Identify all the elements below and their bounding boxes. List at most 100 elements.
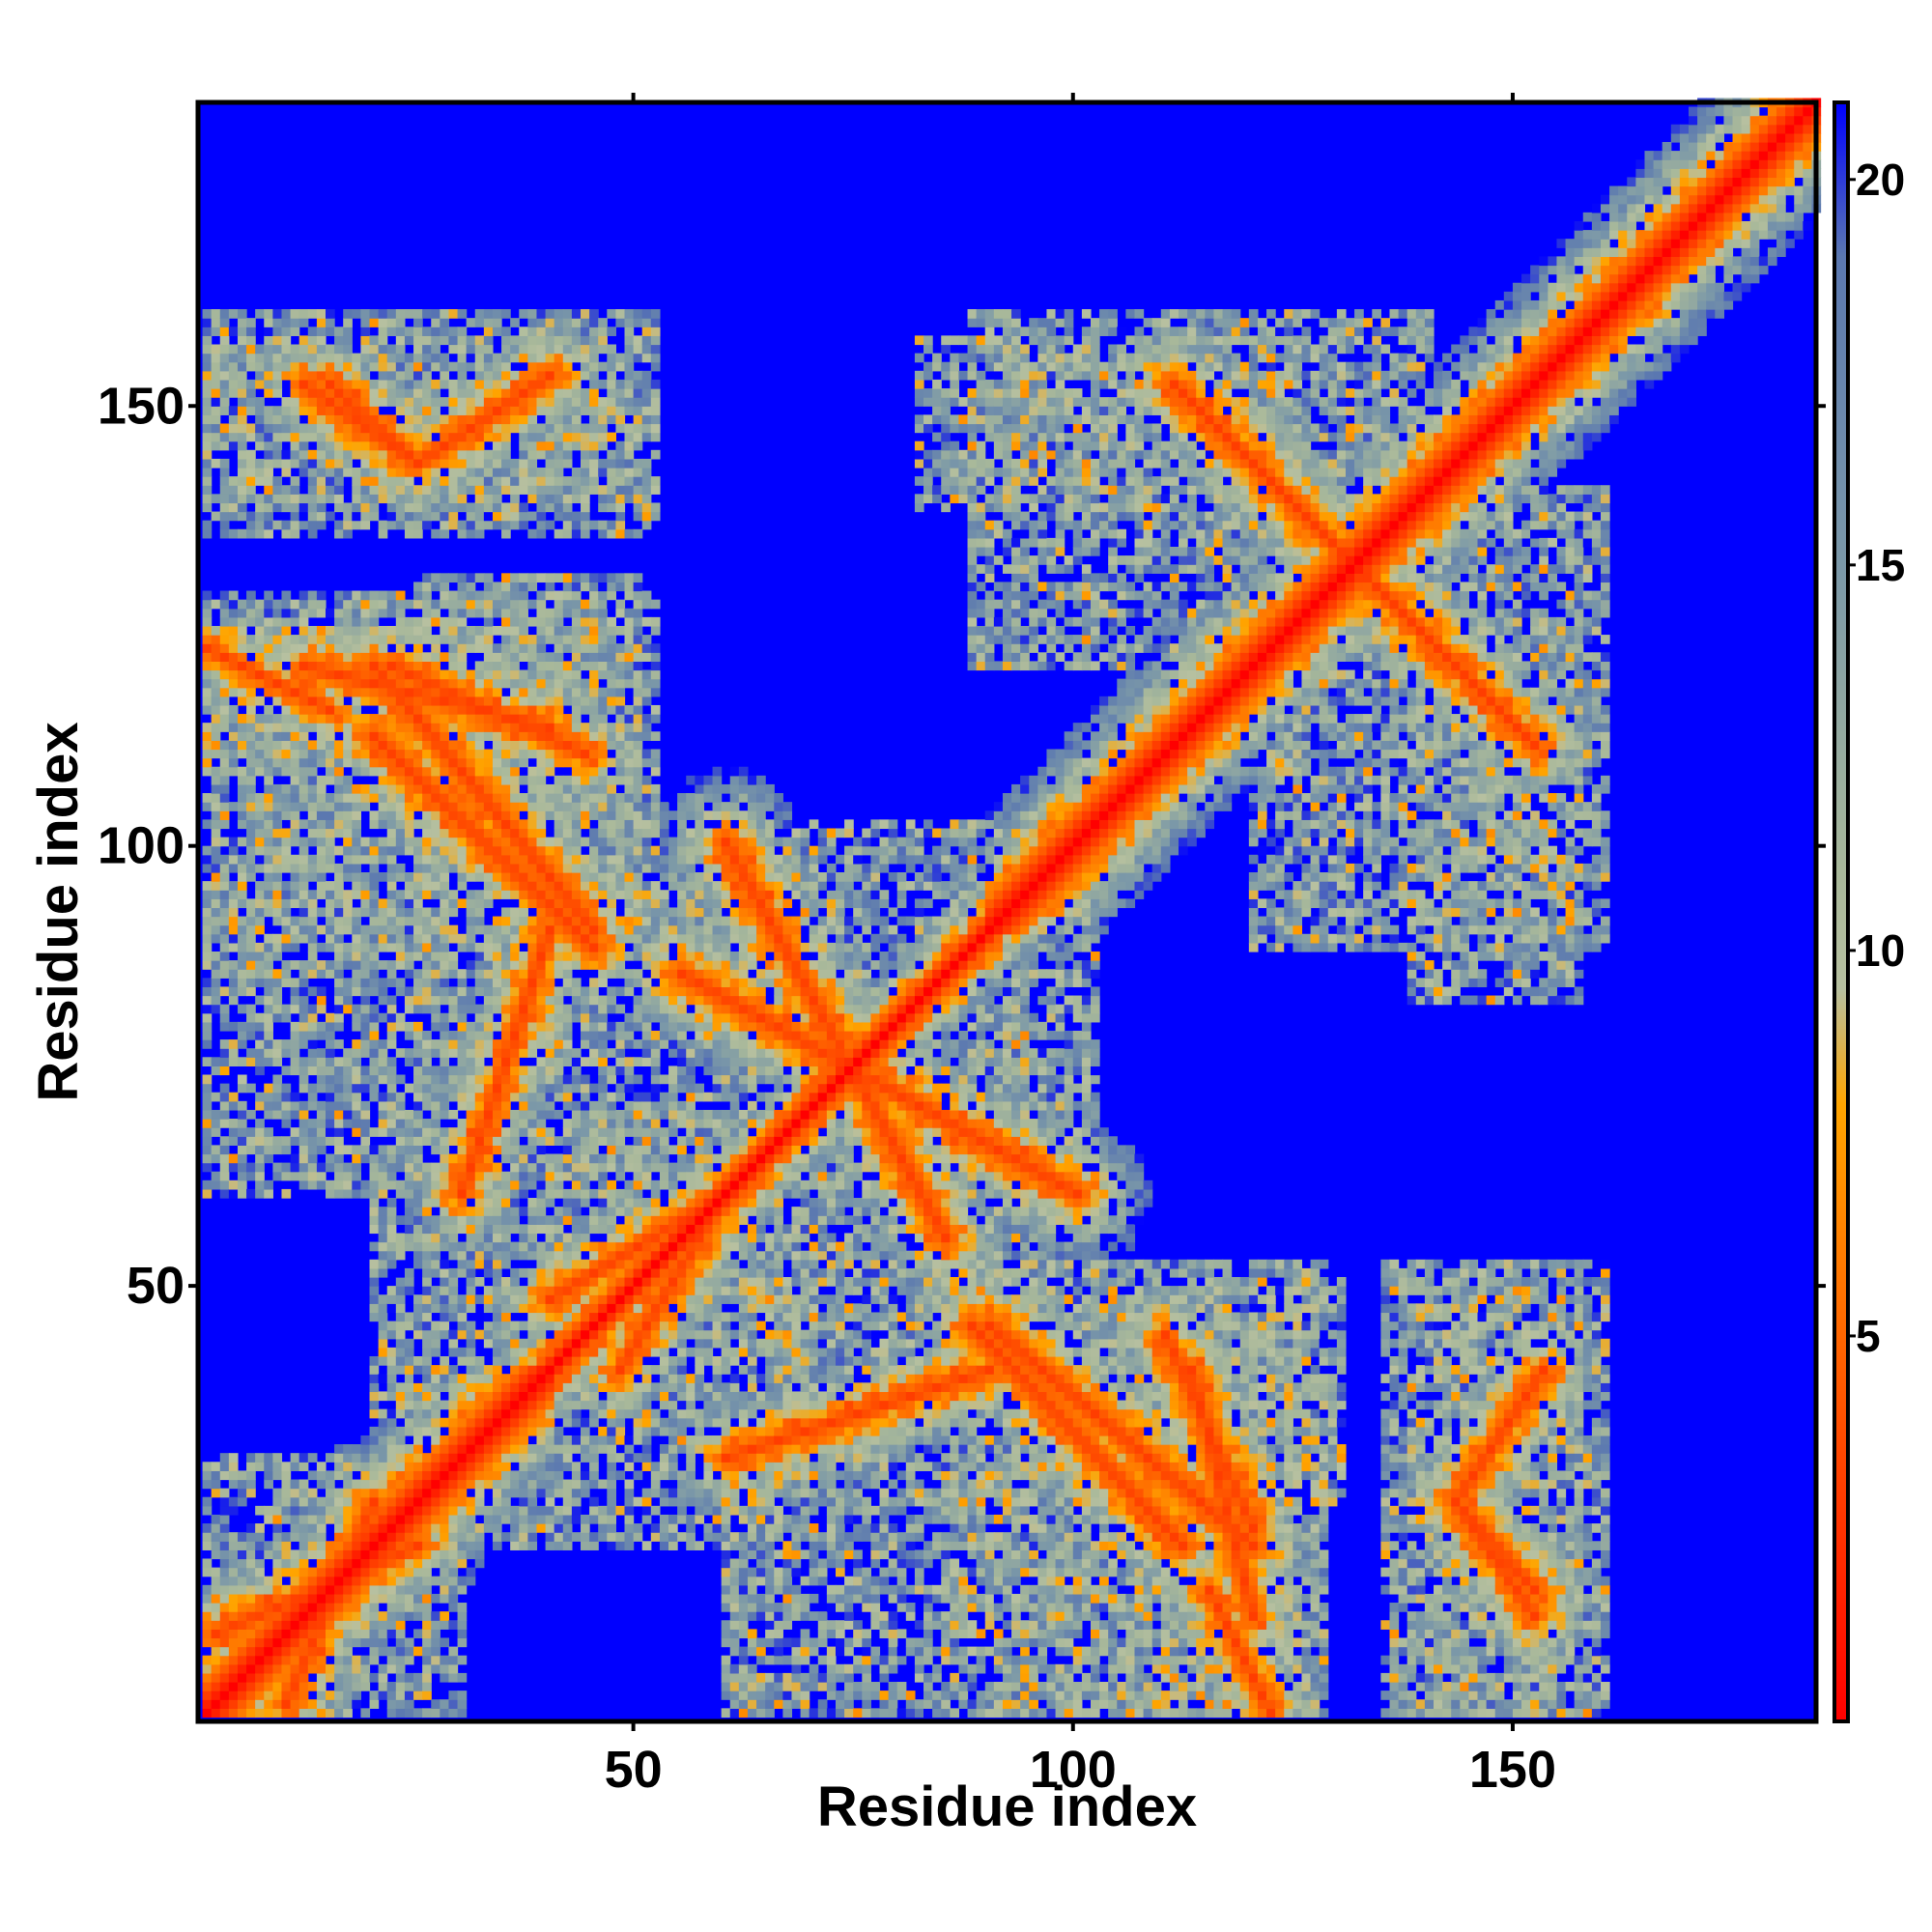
heatmap-cell	[545, 1391, 555, 1402]
heatmap-cell	[527, 863, 538, 873]
heatmap-cell	[307, 810, 318, 820]
heatmap-cell	[326, 1021, 335, 1032]
heatmap-cell	[519, 749, 528, 759]
heatmap-cell	[369, 1286, 380, 1295]
heatmap-cell	[431, 704, 440, 715]
heatmap-cell	[519, 757, 528, 768]
heatmap-cell	[386, 1207, 397, 1216]
heatmap-cell	[527, 379, 538, 389]
heatmap-cell	[326, 344, 335, 355]
heatmap-cell	[448, 1593, 459, 1604]
heatmap-cell	[422, 1470, 432, 1481]
heatmap-cell	[457, 361, 468, 372]
heatmap-cell	[422, 344, 432, 355]
heatmap-cell	[466, 449, 476, 460]
heatmap-cell	[431, 440, 440, 451]
heatmap-cell	[202, 1057, 213, 1066]
heatmap-cell	[378, 1162, 388, 1173]
heatmap-cell	[413, 397, 423, 407]
heatmap-cell	[378, 643, 388, 653]
heatmap-cell	[316, 1127, 327, 1137]
heatmap-cell	[527, 951, 538, 961]
heatmap-cell	[510, 370, 520, 381]
heatmap-cell	[386, 933, 397, 944]
heatmap-cell	[255, 837, 265, 847]
heatmap-cell	[360, 1488, 371, 1498]
heatmap-cell	[378, 440, 388, 451]
heatmap-cell	[483, 978, 494, 988]
heatmap-cell	[237, 485, 247, 495]
heatmap-cell	[316, 511, 327, 522]
heatmap-cell	[246, 924, 256, 935]
heatmap-cell	[501, 599, 511, 610]
heatmap-cell	[492, 854, 502, 865]
heatmap-cell	[298, 783, 309, 794]
heatmap-cell	[237, 766, 247, 777]
heatmap-cell	[202, 863, 213, 873]
heatmap-cell	[527, 749, 538, 759]
heatmap-cell	[536, 740, 547, 751]
heatmap-cell	[219, 1488, 230, 1498]
heatmap-cell	[457, 1198, 468, 1208]
heatmap-cell	[466, 468, 476, 477]
heatmap-cell	[413, 1408, 423, 1419]
heatmap-cell	[440, 669, 450, 680]
heatmap-cell	[255, 969, 265, 979]
heatmap-cell	[360, 714, 371, 724]
heatmap-cell	[413, 1593, 423, 1604]
heatmap-cell	[352, 1162, 362, 1173]
heatmap-cell	[527, 370, 538, 381]
heatmap-cell	[474, 661, 485, 671]
heatmap-cell	[326, 449, 335, 460]
heatmap-cell	[562, 723, 573, 732]
heatmap-cell	[422, 1171, 432, 1181]
heatmap-cell	[545, 440, 555, 451]
heatmap-cell	[316, 458, 327, 469]
heatmap-cell	[422, 933, 432, 944]
heatmap-cell	[440, 1233, 450, 1243]
heatmap-cell	[474, 1215, 485, 1225]
heatmap-cell	[307, 1567, 318, 1577]
heatmap-cell	[352, 687, 362, 697]
heatmap-cell	[255, 766, 265, 777]
heatmap-cell	[298, 1611, 309, 1621]
heatmap-cell	[386, 590, 397, 601]
heatmap-cell	[219, 1584, 230, 1595]
heatmap-cell	[246, 1462, 256, 1471]
heatmap-cell	[316, 960, 327, 970]
heatmap-cell	[474, 1277, 485, 1287]
heatmap-cell	[386, 898, 397, 909]
heatmap-cell	[360, 898, 371, 909]
heatmap-cell	[307, 449, 318, 460]
heatmap-cell	[219, 1637, 230, 1648]
heatmap-cell	[360, 1523, 371, 1533]
heatmap-cell	[395, 1532, 406, 1542]
heatmap-cell	[483, 775, 494, 785]
heatmap-cell	[211, 723, 221, 732]
heatmap-cell	[483, 1267, 494, 1278]
heatmap-cell	[290, 353, 300, 363]
heatmap-cell	[545, 1462, 555, 1471]
heatmap-cell	[369, 1012, 380, 1023]
heatmap-cell	[360, 1532, 371, 1542]
heatmap-cell	[466, 775, 476, 785]
heatmap-cell	[290, 1171, 300, 1181]
heatmap-cell	[474, 775, 485, 785]
heatmap-cell	[492, 502, 502, 513]
heatmap-cell	[536, 520, 547, 530]
heatmap-cell	[404, 423, 414, 434]
heatmap-cell	[536, 625, 547, 636]
heatmap-cell	[448, 678, 459, 689]
heatmap-cell	[474, 608, 485, 618]
heatmap-cell	[536, 1171, 547, 1181]
heatmap-cell	[440, 1188, 450, 1199]
heatmap-cell	[228, 854, 239, 865]
heatmap-cell	[562, 1171, 573, 1181]
heatmap-cell	[545, 810, 555, 820]
heatmap-cell	[431, 1347, 440, 1357]
heatmap-cell	[290, 414, 300, 425]
heatmap-cell	[404, 388, 414, 398]
heatmap-cell	[474, 1109, 485, 1120]
heatmap-cell	[536, 696, 547, 706]
heatmap-cell	[510, 1277, 520, 1287]
